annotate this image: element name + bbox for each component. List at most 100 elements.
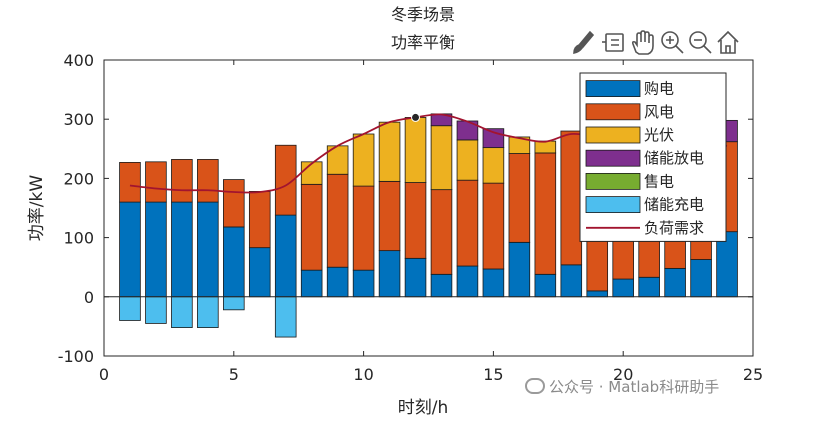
bar-0-19 <box>586 290 609 298</box>
bar-5-7 <box>274 296 297 338</box>
legend-label: 负荷需求 <box>644 219 704 237</box>
y-tick-label: 400 <box>63 51 94 70</box>
legend-label: 储能放电 <box>644 149 704 167</box>
bar-2-13 <box>430 125 453 191</box>
bar-1-16 <box>508 153 531 243</box>
bar-1-8 <box>300 183 323 271</box>
bar-0-5 <box>223 226 245 298</box>
bar-2-8 <box>300 161 323 185</box>
legend-label: 购电 <box>644 80 674 98</box>
bar-1-11 <box>378 180 401 252</box>
x-axis-label: 时刻/h <box>398 398 449 418</box>
x-tick-label: 0 <box>99 365 109 384</box>
bar-0-11 <box>378 250 401 298</box>
bar-0-17 <box>534 273 557 298</box>
home-icon[interactable] <box>717 30 739 54</box>
x-tick-label: 15 <box>483 365 503 384</box>
bar-1-10 <box>352 185 375 271</box>
plot-area <box>104 112 753 338</box>
bar-0-13 <box>430 273 453 298</box>
bar-2-14 <box>456 139 479 181</box>
legend-label: 风电 <box>644 103 674 121</box>
bar-0-6 <box>248 247 271 298</box>
x-tick-label: 20 <box>613 365 633 384</box>
bar-1-12 <box>404 182 427 259</box>
zoom-in-icon[interactable] <box>661 31 684 54</box>
y-tick-label: 200 <box>63 169 94 188</box>
bar-2-12 <box>404 117 427 183</box>
legend-label: 售电 <box>644 172 674 190</box>
bar-1-9 <box>326 173 349 268</box>
bar-0-1 <box>119 201 141 298</box>
bar-0-21 <box>638 276 660 298</box>
watermark-text: 公众号 · Matlab科研助手 <box>549 378 720 396</box>
bar-1-18 <box>560 130 583 266</box>
y-tick-label: 0 <box>84 288 94 307</box>
bar-1-2 <box>145 161 167 203</box>
legend-swatch <box>585 172 641 190</box>
legend-swatch <box>585 149 641 167</box>
bar-5-2 <box>145 296 167 324</box>
x-tick-label: 25 <box>743 365 763 384</box>
bar-1-13 <box>430 189 453 275</box>
data-tip-marker[interactable] <box>411 112 421 122</box>
x-tick-label: 10 <box>353 365 373 384</box>
bar-1-15 <box>482 182 505 270</box>
y-axis-label: 功率/kW <box>27 175 47 242</box>
bar-5-3 <box>171 296 193 328</box>
legend-label: 光伏 <box>644 126 674 144</box>
bar-0-3 <box>171 201 193 298</box>
bar-1-1 <box>119 162 141 203</box>
wechat-icon <box>525 378 545 394</box>
bar-0-12 <box>404 257 427 298</box>
zoom-out-icon[interactable] <box>689 31 712 54</box>
bar-1-3 <box>171 159 193 203</box>
bar-2-16 <box>508 136 531 154</box>
legend-swatch <box>585 126 641 144</box>
y-tick-label: 300 <box>63 110 94 129</box>
brush-icon[interactable] <box>573 30 595 54</box>
bar-5-1 <box>119 296 141 321</box>
bar-0-16 <box>508 241 531 298</box>
bar-0-4 <box>197 201 219 298</box>
bar-0-18 <box>560 264 583 298</box>
pan-icon[interactable] <box>631 30 654 55</box>
bar-5-5 <box>223 296 245 311</box>
bar-0-15 <box>482 268 505 298</box>
axis-ticks: 0 5 10 15 20 25 -100 0 100 200 300 400 <box>58 51 763 384</box>
bar-0-22 <box>664 267 686 298</box>
bar-2-11 <box>378 121 401 182</box>
bar-1-7 <box>274 144 297 216</box>
bar-1-17 <box>534 152 557 275</box>
bar-5-4 <box>197 296 219 328</box>
y-tick-label: 100 <box>63 229 94 248</box>
bar-0-7 <box>274 214 297 298</box>
bar-0-9 <box>326 266 349 298</box>
figure-toolbar <box>573 30 739 55</box>
chart-title-line1: 冬季场景 <box>391 5 455 24</box>
bar-0-2 <box>145 201 167 298</box>
legend-swatch <box>585 196 641 214</box>
axes-box <box>103 59 754 357</box>
bar-2-10 <box>352 133 375 187</box>
bar-1-4 <box>197 159 219 203</box>
bar-1-14 <box>456 179 479 267</box>
legend-swatch <box>585 103 641 121</box>
bar-0-20 <box>612 278 634 298</box>
watermark: 公众号 · Matlab科研助手 <box>525 376 719 397</box>
bar-0-23 <box>690 259 712 298</box>
bar-1-5 <box>223 179 245 228</box>
legend-swatch <box>585 80 641 97</box>
bar-2-17 <box>534 140 557 154</box>
y-tick-label: -100 <box>58 347 94 366</box>
bar-0-14 <box>456 265 479 298</box>
legend-label: 储能充电 <box>644 196 704 214</box>
bar-1-6 <box>248 191 271 249</box>
chart-title-line2: 功率平衡 <box>391 33 455 52</box>
x-tick-label: 5 <box>229 365 239 384</box>
bar-0-10 <box>352 269 375 298</box>
bar-2-15 <box>482 147 505 184</box>
data-tip-icon[interactable] <box>602 33 624 52</box>
